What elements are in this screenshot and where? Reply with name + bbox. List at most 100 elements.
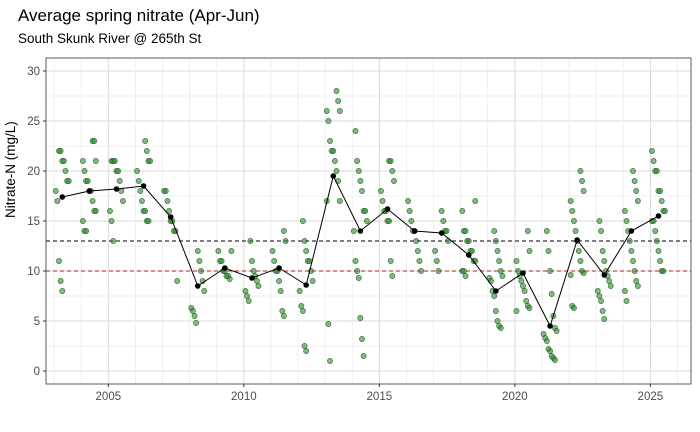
sample-point — [271, 258, 278, 264]
mean-point — [59, 194, 66, 200]
sample-point — [547, 348, 554, 354]
sample-point — [513, 308, 520, 314]
chart-title: Average spring nitrate (Apr-Jun) — [18, 6, 260, 25]
sample-point — [494, 248, 501, 254]
sample-point — [360, 353, 367, 359]
sample-point — [137, 188, 144, 194]
mean-point — [330, 173, 337, 179]
sample-point — [623, 298, 630, 304]
sample-point — [626, 238, 633, 244]
sample-point — [333, 168, 340, 174]
sample-point — [253, 278, 260, 284]
sample-point — [280, 313, 287, 319]
sample-point — [299, 308, 306, 314]
sample-point — [355, 275, 362, 281]
sample-point — [628, 248, 635, 254]
sample-point — [362, 208, 369, 214]
sample-point — [191, 313, 198, 319]
sample-point — [599, 308, 606, 314]
sample-point — [567, 272, 574, 278]
sample-point — [120, 198, 126, 204]
sample-point — [433, 258, 440, 264]
sample-point — [408, 218, 415, 224]
sample-point — [309, 278, 316, 284]
sample-point — [570, 218, 577, 224]
sample-point — [303, 248, 310, 254]
sample-point — [575, 248, 582, 254]
sample-point — [459, 208, 466, 214]
sample-point — [193, 320, 200, 326]
mean-point — [303, 282, 309, 288]
mean-point — [493, 288, 499, 294]
sample-point — [354, 268, 361, 274]
sample-point — [166, 208, 172, 214]
sample-point — [244, 293, 251, 299]
sample-point — [62, 168, 69, 174]
sample-point — [115, 168, 122, 174]
y-tick-label: 5 — [34, 316, 40, 328]
sample-point — [303, 348, 310, 354]
mean-point — [655, 213, 662, 219]
sample-point — [443, 228, 450, 234]
sample-point — [79, 218, 86, 224]
mean-point — [276, 265, 282, 271]
chart-subtitle: South Skunk River @ 265th St — [18, 31, 202, 46]
sample-point — [108, 218, 115, 224]
sample-point — [521, 288, 528, 294]
sample-point — [631, 268, 638, 274]
sample-point — [621, 208, 628, 214]
sample-point — [164, 198, 171, 204]
sample-point — [523, 298, 530, 304]
sample-point — [379, 198, 386, 204]
sample-point — [279, 308, 286, 314]
sample-point — [652, 228, 659, 234]
sample-point — [496, 258, 503, 264]
sample-point — [194, 248, 201, 254]
sample-point — [391, 178, 397, 184]
sample-point — [650, 158, 657, 164]
sample-point — [543, 228, 550, 234]
mean-point — [601, 272, 608, 278]
mean-point — [357, 228, 364, 234]
sample-point — [92, 208, 99, 214]
sample-point — [570, 305, 577, 311]
sample-point — [601, 258, 608, 264]
sample-point — [198, 268, 204, 274]
sample-point — [296, 288, 303, 294]
sample-point — [355, 168, 362, 174]
sample-point — [606, 278, 613, 284]
sample-point — [634, 198, 641, 204]
sample-point — [389, 273, 396, 279]
sample-point — [336, 108, 343, 114]
sample-point — [282, 238, 289, 244]
sample-point — [301, 238, 308, 244]
sample-point — [567, 198, 574, 204]
sample-point — [520, 283, 526, 289]
x-tick-label: 2025 — [638, 391, 664, 403]
plot-border — [45, 57, 692, 385]
sample-point — [143, 148, 150, 154]
sample-point — [413, 238, 420, 244]
mean-series — [59, 173, 662, 329]
sample-point — [414, 248, 421, 254]
sample-point — [497, 268, 504, 274]
reference-lines — [46, 240, 691, 272]
sample-point — [653, 168, 660, 174]
sample-point — [491, 228, 498, 234]
mean-point — [86, 188, 93, 194]
sample-point — [255, 283, 262, 289]
mean-point — [438, 230, 445, 236]
sample-point — [330, 148, 337, 154]
sample-point — [378, 188, 384, 194]
sample-point — [174, 278, 181, 284]
sample-point — [327, 358, 333, 364]
sample-point — [135, 178, 142, 184]
mean-point — [411, 228, 418, 234]
sample-point — [276, 278, 283, 284]
sample-point — [357, 178, 364, 184]
sample-point — [601, 316, 608, 322]
sample-point — [406, 208, 413, 214]
mean-point — [520, 270, 526, 276]
sample-point — [242, 288, 249, 294]
sample-point — [598, 298, 604, 304]
